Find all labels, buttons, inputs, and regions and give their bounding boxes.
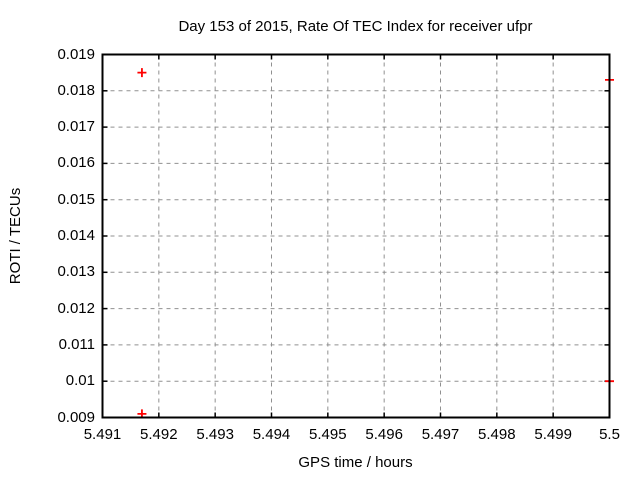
x-tick-label: 5.5 <box>599 426 620 443</box>
y-tick-label: 0.012 <box>57 299 95 317</box>
x-tick-label: 5.499 <box>534 426 572 443</box>
y-tick-label: 0.016 <box>57 154 95 172</box>
x-tick-label: 5.497 <box>421 426 460 443</box>
x-tick-label: 5.495 <box>309 426 347 443</box>
plot-border <box>101 53 611 419</box>
y-tick-label: 0.011 <box>58 335 95 353</box>
y-tick-label: 0.019 <box>57 45 95 63</box>
data-point-marker <box>137 68 147 78</box>
y-tick-label: 0.009 <box>57 408 95 426</box>
y-tick-label: 0.01 <box>65 372 95 390</box>
x-tick-label: 5.496 <box>365 426 403 443</box>
x-tick-label: 5.492 <box>140 426 178 443</box>
y-tick-label: 0.018 <box>57 81 95 99</box>
x-tick-label: 5.494 <box>252 426 291 443</box>
y-tick-label: 0.015 <box>57 190 95 208</box>
y-tick-label: 0.014 <box>57 227 95 244</box>
chart-title: Day 153 of 2015, Rate Of TEC Index for r… <box>178 18 533 35</box>
x-tick-label: 5.491 <box>83 426 122 443</box>
x-axis-label: GPS time / hours <box>298 454 413 471</box>
x-tick-label: 5.498 <box>478 426 516 443</box>
y-tick-label: 0.017 <box>57 118 95 136</box>
y-tick-label: 0.013 <box>57 263 95 281</box>
x-tick-label: 5.493 <box>196 426 234 443</box>
